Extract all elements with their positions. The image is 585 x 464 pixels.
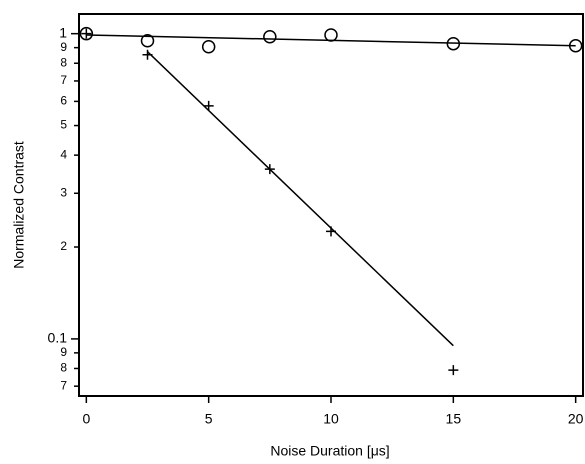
y-tick-label: 8 (60, 55, 67, 69)
data-point (79, 26, 94, 41)
y-tick-label: 9 (60, 345, 67, 359)
x-tick-label: 5 (205, 411, 213, 427)
y-tick-label: 7 (60, 378, 67, 392)
fit-line (86, 34, 576, 47)
x-axis-label: Noise Duration [μs] (270, 443, 389, 459)
y-tick-label: 5 (60, 118, 67, 132)
data-point (263, 30, 277, 44)
fit-line (146, 51, 454, 347)
y-tick-label: 0.1 (48, 330, 68, 346)
data-point (448, 365, 459, 376)
data-point (81, 28, 92, 39)
y-axis-label: Normalized Contrast (11, 141, 27, 269)
x-tick-label: 0 (82, 411, 90, 427)
y-tick-label: 7 (60, 73, 67, 87)
x-tick-label: 10 (323, 411, 339, 427)
x-tick-label: 15 (446, 411, 462, 427)
plot-frame (78, 13, 584, 397)
y-tick-label: 3 (60, 185, 67, 199)
y-tick-label: 1 (59, 24, 67, 40)
y-tick-label: 8 (60, 361, 67, 375)
y-tick-label: 6 (60, 94, 67, 108)
y-tick-label: 2 (60, 239, 67, 253)
data-point (203, 100, 214, 111)
data-point (140, 34, 155, 48)
data-point (201, 40, 216, 54)
y-tick-label: 9 (60, 40, 67, 54)
x-tick-label: 20 (568, 411, 584, 427)
y-tick-label: 4 (60, 147, 67, 161)
data-point (324, 28, 338, 42)
